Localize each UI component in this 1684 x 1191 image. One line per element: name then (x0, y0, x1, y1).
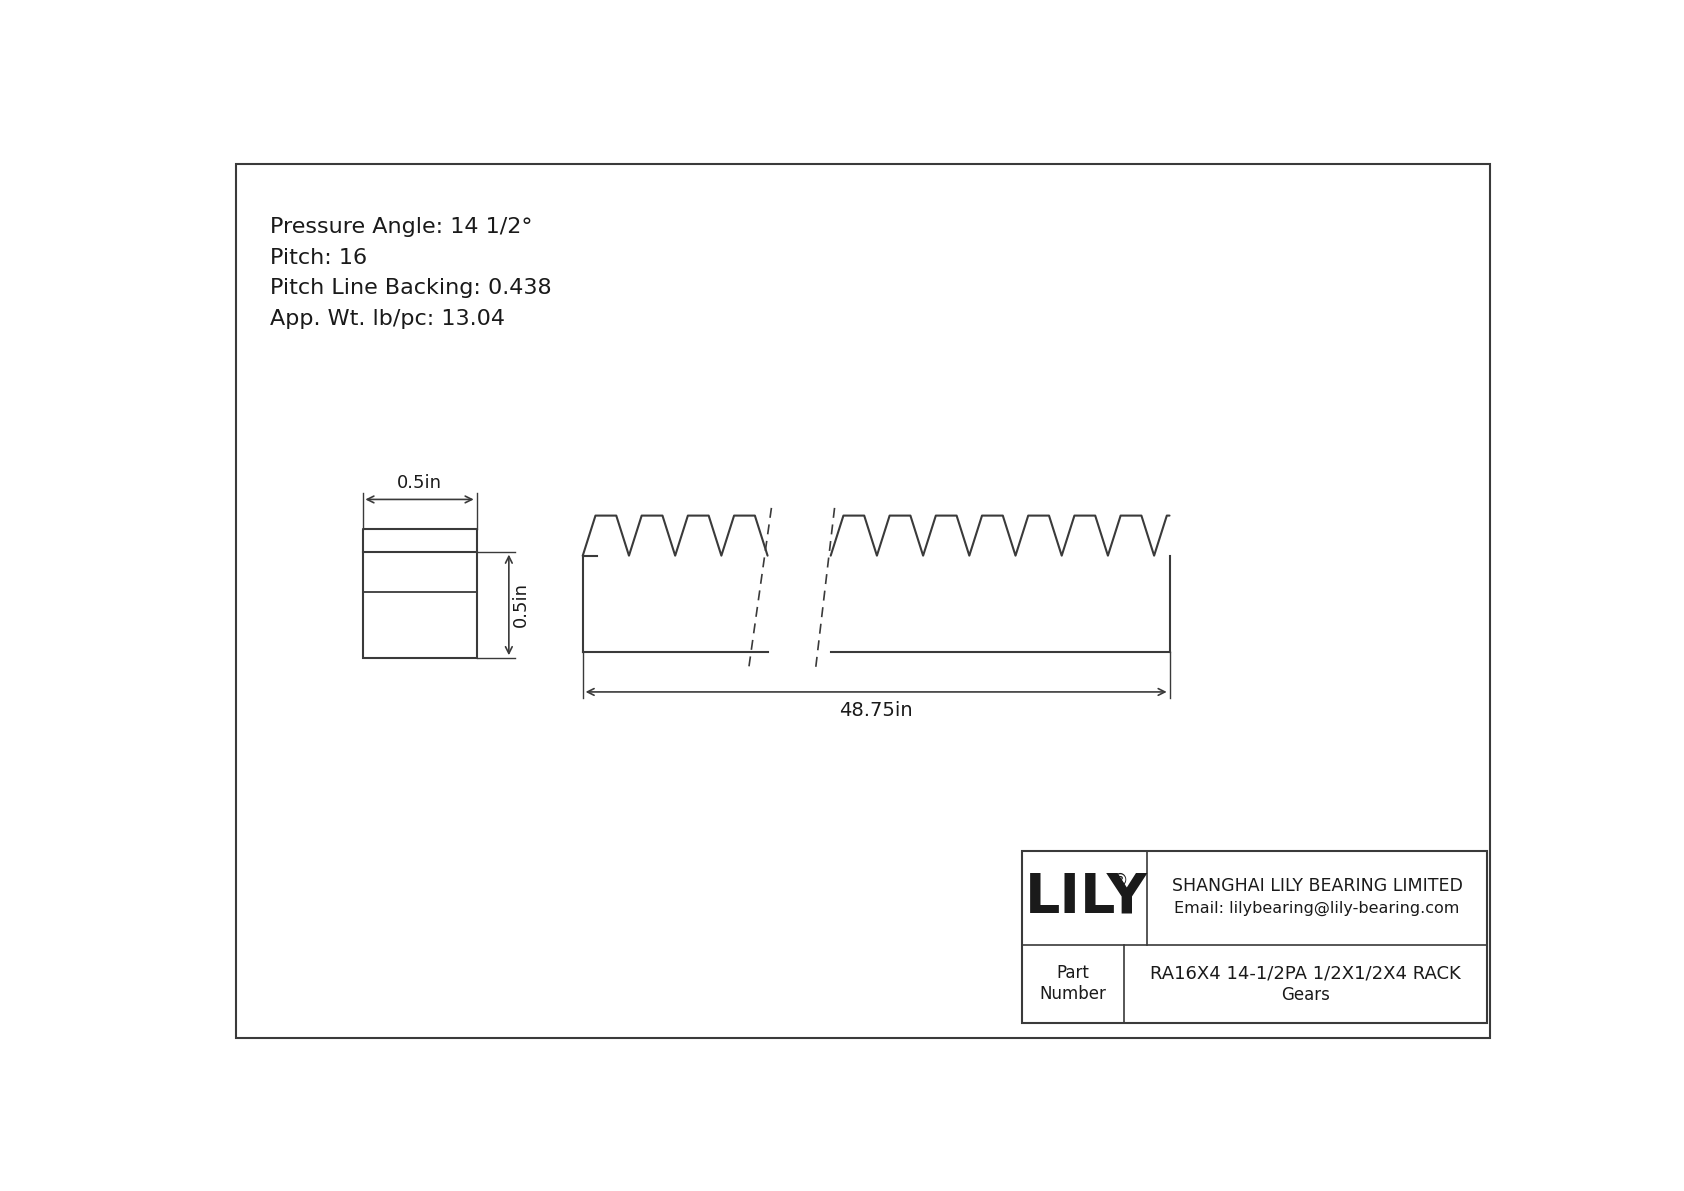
Text: SHANGHAI LILY BEARING LIMITED: SHANGHAI LILY BEARING LIMITED (1172, 877, 1462, 894)
Bar (362, 551, 477, 659)
Text: 0.5in: 0.5in (512, 582, 530, 628)
Text: RA16X4 14-1/2PA 1/2X1/2X4 RACK: RA16X4 14-1/2PA 1/2X1/2X4 RACK (1150, 964, 1460, 983)
Text: 0.5in: 0.5in (397, 474, 441, 492)
Text: App. Wt. lb/pc: 13.04: App. Wt. lb/pc: 13.04 (269, 310, 505, 329)
Text: LILY: LILY (1024, 871, 1147, 924)
Text: Email: lilybearing@lily-bearing.com: Email: lilybearing@lily-bearing.com (1174, 900, 1460, 916)
Text: Gears: Gears (1282, 986, 1330, 1004)
Text: Pressure Angle: 14 1/2°: Pressure Angle: 14 1/2° (269, 217, 532, 237)
Text: 48.75in: 48.75in (839, 701, 913, 721)
Text: Pitch Line Backing: 0.438: Pitch Line Backing: 0.438 (269, 279, 552, 299)
Text: Part
Number: Part Number (1039, 965, 1106, 1003)
Text: ®: ® (1111, 872, 1128, 890)
Text: Pitch: 16: Pitch: 16 (269, 248, 367, 268)
Bar (1022, 850, 1487, 1023)
